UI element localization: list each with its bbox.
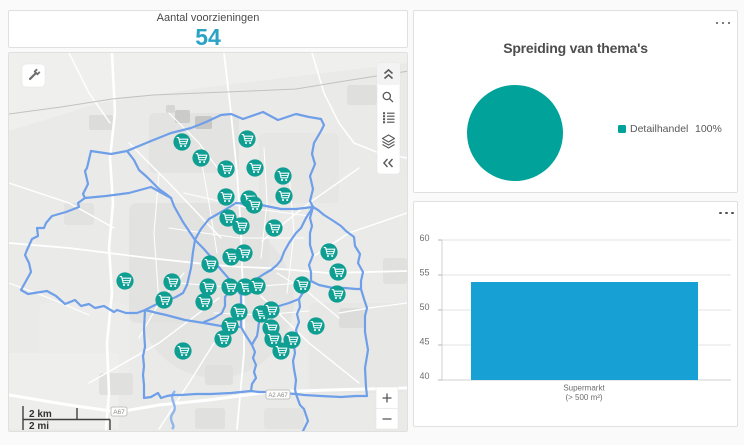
svg-text:60: 60: [419, 233, 429, 243]
svg-text:2 mi: 2 mi: [29, 421, 49, 431]
svg-text:Supermarkt: Supermarkt: [563, 384, 605, 393]
svg-text:A67: A67: [113, 409, 125, 416]
svg-text:55: 55: [419, 268, 429, 278]
svg-text:40: 40: [419, 371, 429, 381]
svg-text:50: 50: [419, 302, 429, 312]
svg-text:A2 A67: A2 A67: [268, 393, 288, 399]
svg-text:2 km: 2 km: [29, 409, 52, 420]
svg-text:(> 500 m²): (> 500 m²): [565, 393, 602, 402]
svg-text:45: 45: [419, 337, 429, 347]
